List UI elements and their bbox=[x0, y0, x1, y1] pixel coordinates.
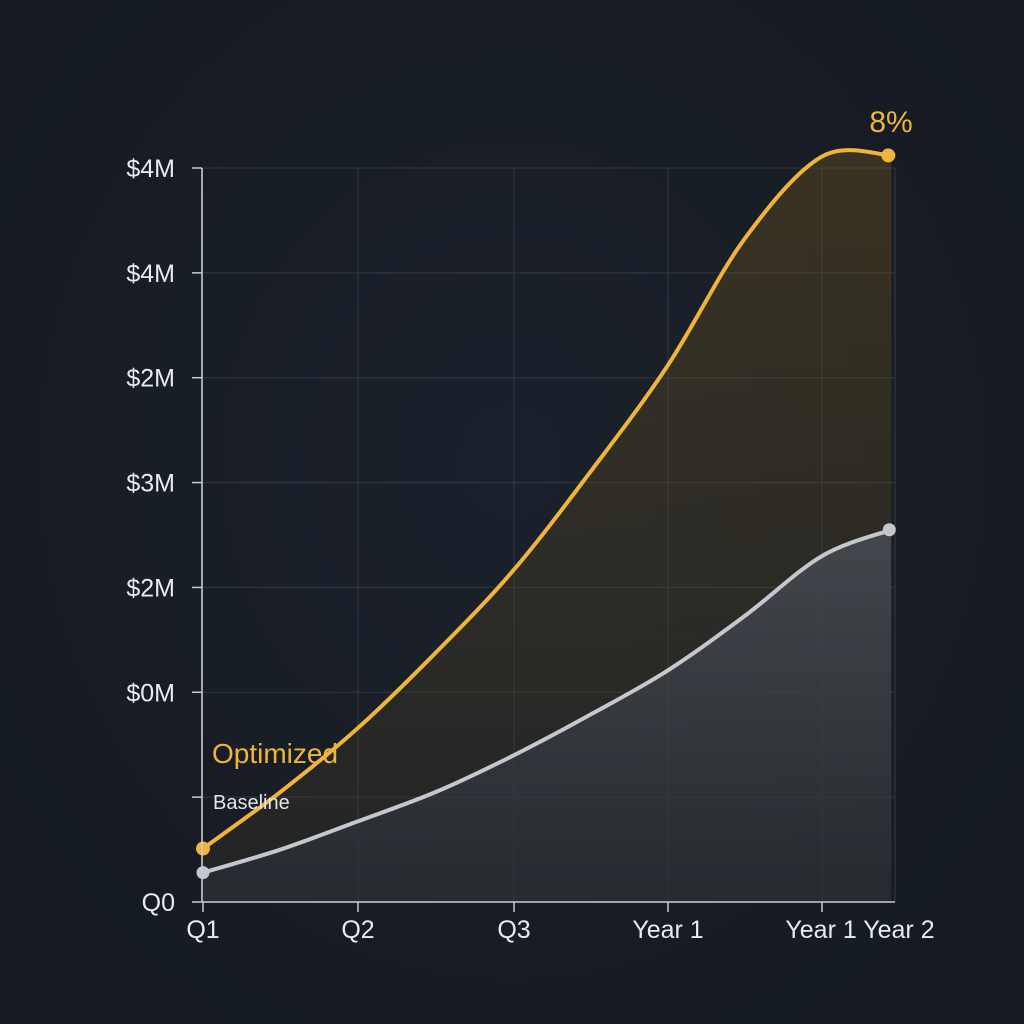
baseline-start-point bbox=[196, 866, 210, 880]
y-tick-label: $0M bbox=[126, 679, 175, 707]
baseline-end-point bbox=[882, 523, 896, 537]
axes: Q0 $0M $2M $3M $2M $4M $4M Q1 Q2 Q3 Year 1 Year 1 Y… bbox=[126, 155, 934, 944]
baseline-line bbox=[201, 527, 894, 875]
y-tick-label: $3M bbox=[126, 470, 175, 498]
x-tick-label: Q2 bbox=[341, 916, 374, 944]
end-value-annotation: 8% bbox=[869, 106, 912, 139]
optimized-line bbox=[201, 148, 894, 851]
optimized-end-point bbox=[881, 148, 896, 163]
legend-optimized-label: Optimized bbox=[212, 738, 338, 769]
labels: Optimized Baseline 8% bbox=[212, 106, 913, 814]
y-tick-label: $2M bbox=[126, 574, 175, 602]
x-tick-label: Year 1 bbox=[632, 916, 703, 944]
x-tick-label: Q3 bbox=[497, 916, 530, 944]
legend-baseline-label: Baseline bbox=[213, 792, 290, 814]
y-tick-label: $2M bbox=[126, 365, 175, 393]
baseline-area bbox=[203, 529, 892, 902]
optimized-start-point bbox=[196, 841, 210, 856]
x-tick-label: Q1 bbox=[186, 916, 219, 944]
y-tick-label: Q0 bbox=[142, 889, 175, 917]
y-tick-label: $4M bbox=[126, 260, 175, 288]
x-tick-label: Year 1 Year 2 bbox=[785, 916, 934, 944]
y-tick-label: $4M bbox=[126, 155, 175, 183]
series-lines bbox=[196, 148, 896, 880]
